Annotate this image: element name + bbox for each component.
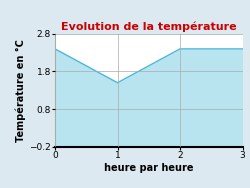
Y-axis label: Température en °C: Température en °C: [16, 39, 26, 142]
X-axis label: heure par heure: heure par heure: [104, 163, 194, 173]
Title: Evolution de la température: Evolution de la température: [61, 21, 236, 32]
